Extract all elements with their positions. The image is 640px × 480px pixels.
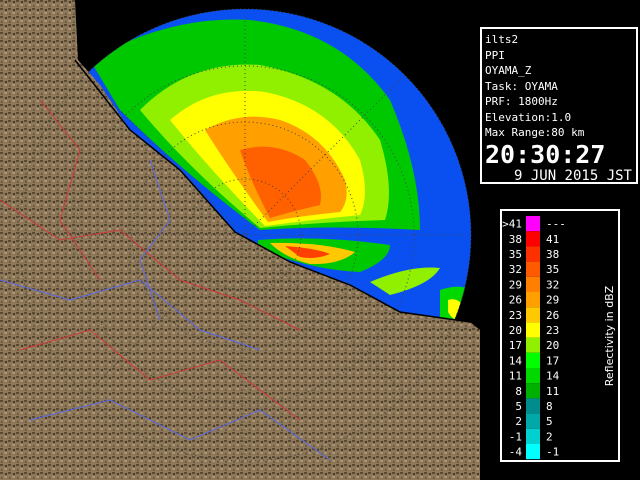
legend-low: 38 xyxy=(509,233,522,246)
legend-high: 11 xyxy=(546,385,559,398)
legend-high: 14 xyxy=(546,370,560,383)
color-swatch xyxy=(526,292,540,308)
time: 20:30:27 xyxy=(485,139,606,169)
legend-high: --- xyxy=(546,218,566,231)
legend-low: 29 xyxy=(509,278,522,291)
info-line: Task: OYAMA xyxy=(485,79,558,93)
legend-low: 14 xyxy=(509,354,523,367)
rivers-blue xyxy=(0,159,331,461)
info-line: ilts2 xyxy=(485,33,519,46)
legend-high: 41 xyxy=(546,233,559,246)
date: 9 JUN 2015 JST xyxy=(513,167,632,184)
legend-low: 23 xyxy=(509,309,522,322)
legend-high: 38 xyxy=(546,248,559,261)
legend-low: 8 xyxy=(515,385,522,398)
color-swatch xyxy=(526,383,540,399)
color-swatch xyxy=(526,444,540,460)
legend-low: 35 xyxy=(509,248,522,261)
legend-high: 17 xyxy=(546,354,559,367)
legend-low: 2 xyxy=(515,415,522,428)
info-panel: ilts2 PPI OYAMA_Z Task: OYAMA PRF: 1800Hz Ele… xyxy=(480,27,638,184)
info-line: OYAMA_Z xyxy=(485,64,532,77)
land xyxy=(0,0,480,480)
info-line: Elevation:1.0 xyxy=(485,110,572,124)
legend-high: 20 xyxy=(546,339,559,352)
legend-title: Reflectivity in dBZ xyxy=(603,285,616,386)
legend-low: >41 xyxy=(502,218,522,231)
legend-high: 35 xyxy=(546,263,559,276)
echoes xyxy=(90,19,471,341)
legend-high: -1 xyxy=(546,446,559,459)
legend-low: 20 xyxy=(509,324,522,337)
legend-high: 2 xyxy=(546,430,553,443)
rivers-red xyxy=(0,99,301,421)
color-swatch xyxy=(526,246,540,262)
legend-high: 23 xyxy=(546,324,559,337)
legend-low: 11 xyxy=(509,370,522,383)
legend-high: 29 xyxy=(546,294,559,307)
color-swatch xyxy=(526,337,540,353)
legend-low: 32 xyxy=(509,263,522,276)
legend-low: 26 xyxy=(509,294,522,307)
legend-high: 5 xyxy=(546,415,553,428)
color-swatch xyxy=(526,428,540,444)
color-swatch xyxy=(526,216,540,232)
legend-low: -1 xyxy=(509,430,522,443)
color-swatch xyxy=(526,322,540,338)
range-rings xyxy=(18,8,472,462)
info-line: PPI xyxy=(485,48,505,62)
legend-low: -4 xyxy=(509,446,523,459)
color-swatch xyxy=(526,276,540,292)
color-swatch xyxy=(526,261,540,277)
coastline xyxy=(74,59,471,323)
info-line: PRF: 1800Hz xyxy=(485,95,558,108)
color-swatch xyxy=(526,352,540,368)
legend-high: 32 xyxy=(546,278,559,291)
color-swatch xyxy=(526,368,540,384)
info-line: Max Range:80 km xyxy=(485,126,585,139)
legend-high: 26 xyxy=(546,309,559,322)
color-swatch xyxy=(526,231,540,247)
legend-low: 17 xyxy=(509,339,522,352)
legend: >41 --- 38 41 35 38 32 35 29 32 26 29 23 26 20 23 17 20 14… xyxy=(500,209,620,462)
legend-high: 8 xyxy=(546,400,553,413)
color-swatch xyxy=(526,307,540,323)
legend-low: 5 xyxy=(515,400,522,413)
color-swatch xyxy=(526,398,540,414)
radar-map xyxy=(0,0,480,480)
color-swatch xyxy=(526,413,540,429)
